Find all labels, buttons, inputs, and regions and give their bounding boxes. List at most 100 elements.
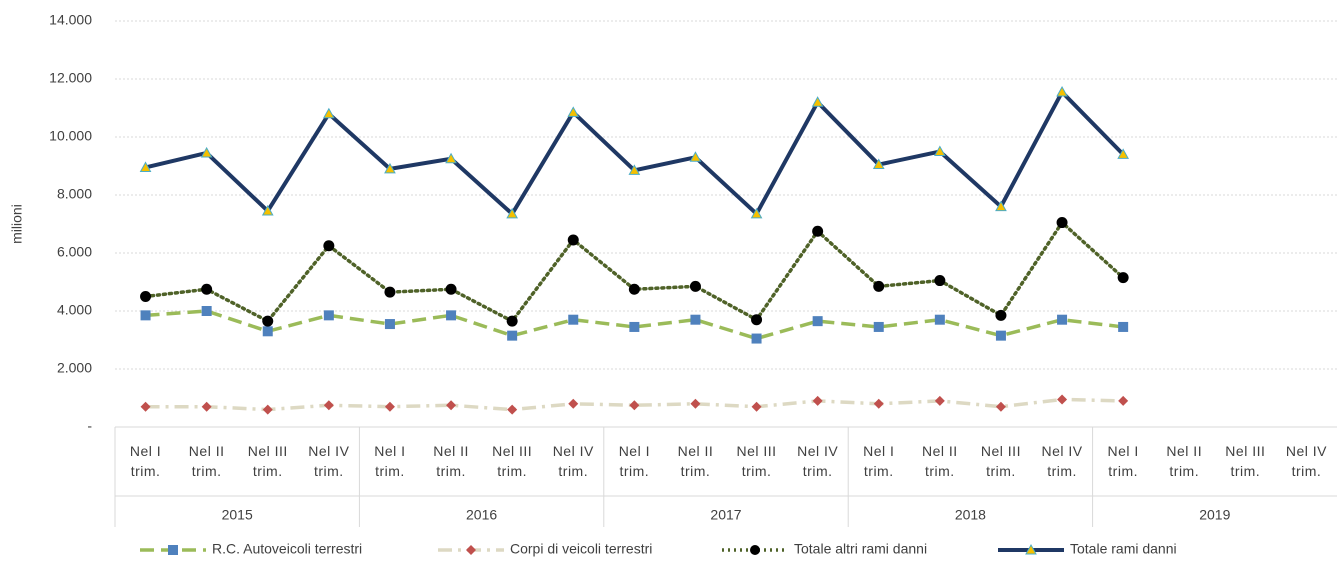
marker xyxy=(628,164,641,175)
marker xyxy=(140,310,151,321)
marker xyxy=(1117,148,1129,159)
marker xyxy=(567,234,579,246)
x-tick-label: Nel III trim. xyxy=(492,443,533,479)
legend-marker xyxy=(168,545,178,555)
marker xyxy=(445,152,457,164)
marker xyxy=(384,162,396,174)
marker xyxy=(811,96,824,107)
marker xyxy=(261,204,274,216)
marker xyxy=(690,314,701,325)
marker xyxy=(1056,86,1068,97)
marker xyxy=(506,207,518,219)
y-tick-label: 10.000 xyxy=(49,128,92,144)
marker xyxy=(1057,314,1068,325)
series-line xyxy=(145,397,1124,412)
marker xyxy=(507,330,518,341)
marker xyxy=(567,106,580,117)
marker xyxy=(873,321,884,332)
marker xyxy=(751,314,763,326)
marker xyxy=(750,207,763,219)
legend-label: R.C. Autoveicoli terrestri xyxy=(212,541,362,557)
marker xyxy=(262,404,273,415)
x-tick-label: Nel III trim. xyxy=(247,443,288,479)
y-tick-label: 14.000 xyxy=(49,12,92,28)
x-tick-label: Nel I trim. xyxy=(863,443,895,479)
marker xyxy=(201,306,212,316)
marker xyxy=(812,225,824,237)
x-tick-label: Nel III trim. xyxy=(1225,443,1266,479)
x-tick-label: Nel I trim. xyxy=(374,443,406,479)
marker xyxy=(568,398,579,409)
x-tick-label: Nel II trim. xyxy=(433,443,469,479)
marker xyxy=(629,321,640,332)
x-tick-label: Nel IV trim. xyxy=(797,443,839,479)
marker xyxy=(323,310,334,321)
marker xyxy=(934,395,945,406)
marker xyxy=(507,404,518,415)
y-tick-label: - xyxy=(87,418,92,434)
marker xyxy=(384,286,396,298)
marker xyxy=(629,400,640,411)
marker xyxy=(995,309,1007,321)
y-tick-label: 4.000 xyxy=(57,302,92,318)
marker xyxy=(201,401,212,412)
marker xyxy=(934,145,946,156)
marker xyxy=(262,326,273,337)
marker xyxy=(446,400,457,411)
series-line xyxy=(143,219,1125,324)
marker xyxy=(689,280,701,292)
marker xyxy=(934,314,945,325)
marker xyxy=(873,398,884,409)
marker xyxy=(995,401,1006,412)
marker xyxy=(139,161,152,172)
marker xyxy=(873,280,885,292)
legend-label: Corpi di veicoli terrestri xyxy=(510,541,652,557)
x-tick-label: Nel IV trim. xyxy=(552,443,594,479)
x-tick-label: Nel I trim. xyxy=(129,443,162,479)
x-tick-label: Nel III trim. xyxy=(980,443,1021,479)
x-group-label: 2019 xyxy=(1199,507,1230,523)
y-tick-label: 12.000 xyxy=(49,70,92,86)
x-tick-label: Nel II trim. xyxy=(1166,443,1203,479)
x-tick-label: Nel II trim. xyxy=(922,443,958,479)
marker xyxy=(446,310,457,321)
marker xyxy=(323,240,335,252)
x-tick-label: Nel IV trim. xyxy=(1285,443,1327,479)
marker xyxy=(384,401,395,412)
y-axis-label: milioni xyxy=(9,204,25,244)
marker xyxy=(812,395,823,406)
marker xyxy=(568,314,579,325)
x-group-label: 2015 xyxy=(222,507,253,523)
marker xyxy=(995,200,1007,212)
marker xyxy=(384,319,395,330)
y-tick-label: 2.000 xyxy=(57,360,92,376)
x-tick-label: Nel IV trim. xyxy=(308,443,350,479)
x-tick-label: Nel IV trim. xyxy=(1041,443,1083,479)
marker xyxy=(1117,272,1129,284)
marker xyxy=(445,283,457,295)
x-group-label: 2016 xyxy=(466,507,497,523)
legend-label: Totale rami danni xyxy=(1070,541,1177,557)
legend-marker xyxy=(750,545,760,555)
marker xyxy=(323,107,335,119)
legend-marker xyxy=(1025,543,1037,555)
marker xyxy=(201,283,213,295)
marker xyxy=(323,400,334,411)
marker xyxy=(262,315,274,327)
x-group-label: 2018 xyxy=(955,507,986,523)
marker xyxy=(140,291,152,302)
x-tick-label: Nel I trim. xyxy=(1107,443,1139,479)
marker xyxy=(140,401,151,412)
x-group-label: 2017 xyxy=(710,507,741,523)
marker xyxy=(812,316,823,327)
series-line xyxy=(145,88,1125,218)
marker xyxy=(1056,217,1068,229)
marker xyxy=(934,275,946,287)
marker xyxy=(995,330,1006,341)
marker xyxy=(872,158,885,170)
x-tick-label: Nel I trim. xyxy=(618,443,650,479)
legend-label: Totale altri rami danni xyxy=(794,541,927,557)
y-tick-label: 8.000 xyxy=(57,186,92,202)
